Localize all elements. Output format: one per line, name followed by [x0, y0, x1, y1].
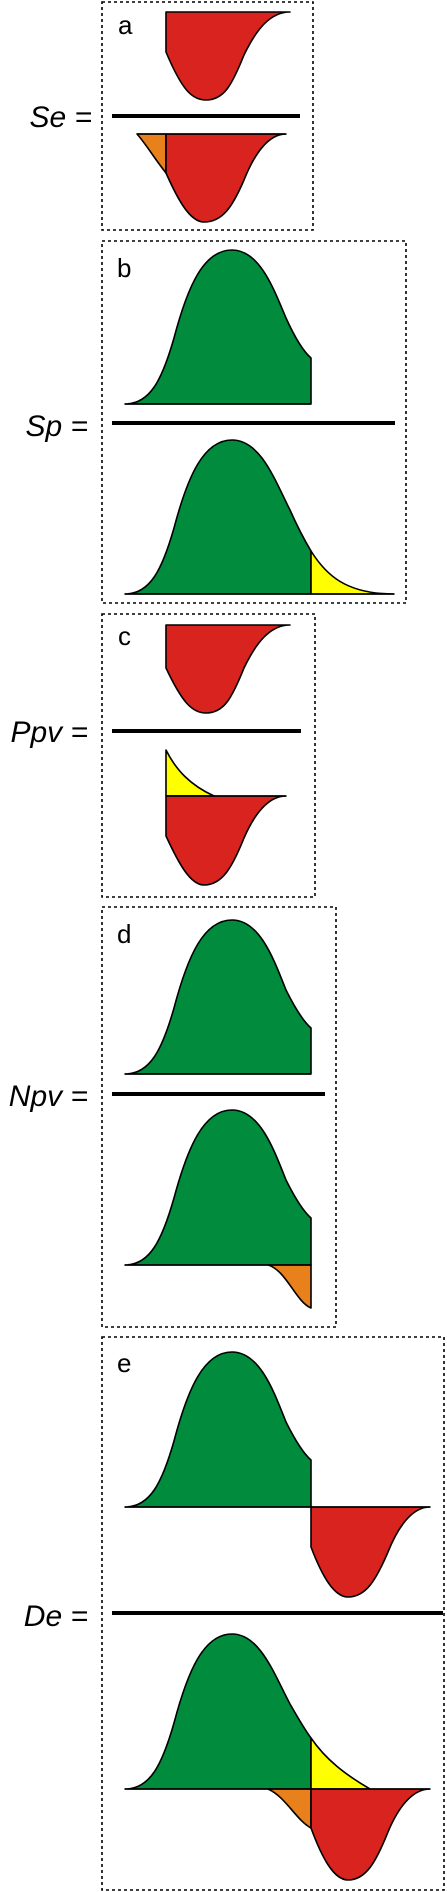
panel-a: a Se =	[29, 1, 314, 231]
panel-a-numerator-true-positive-region	[165, 11, 291, 101]
panel-b-equation-label: Sp =	[25, 410, 88, 443]
panel-e-denominator-true-negative-region	[124, 1633, 312, 1790]
panel-e-letter: e	[117, 1348, 131, 1378]
panel-c-frame	[101, 613, 316, 898]
panel-c: c Ppv =	[10, 613, 316, 898]
panel-a-equation-label: Se =	[29, 101, 92, 134]
panel-d-numerator-true-negative-region	[124, 919, 312, 1075]
panel-c-denominator-true-positive-region	[165, 795, 287, 886]
panel-c-denominator-false-positive-region	[165, 749, 215, 797]
panel-b-numerator-true-negative-region	[124, 249, 312, 405]
panel-c-letter: c	[118, 621, 131, 651]
panel-a-frame	[101, 1, 314, 231]
panel-b-denominator-true-negative-region	[124, 439, 312, 595]
panel-b-denominator-false-positive-region	[310, 550, 395, 595]
panel-a-letter: a	[118, 10, 133, 40]
panel-e-denominator-false-negative-region	[267, 1788, 312, 1829]
panel-b-frame	[101, 240, 407, 604]
panel-e: e De =	[24, 1336, 445, 1891]
panel-d: d Npv =	[9, 906, 337, 1328]
panel-b-letter: b	[117, 253, 131, 283]
panel-b: b Sp =	[25, 240, 407, 604]
panel-a-denominator-true-positive-region	[165, 133, 287, 223]
panel-e-numerator-true-positive-region	[310, 1506, 431, 1598]
panel-d-denominator-true-negative-region	[124, 1109, 312, 1266]
panel-d-denominator-false-negative-region	[267, 1264, 312, 1309]
panel-e-numerator-true-negative-region	[124, 1351, 312, 1508]
panel-a-denominator-false-negative-region	[136, 133, 167, 174]
panel-e-frame	[101, 1336, 445, 1891]
panel-c-numerator-true-positive-region	[165, 624, 291, 714]
panel-c-equation-label: Ppv =	[10, 716, 88, 749]
panel-e-equation-label: De =	[24, 1600, 88, 1633]
panel-e-denominator-true-positive-region	[310, 1788, 431, 1881]
panel-e-denominator-false-positive-region	[310, 1737, 371, 1790]
panel-d-equation-label: Npv =	[9, 1080, 88, 1113]
panel-d-frame	[101, 906, 337, 1328]
panel-d-letter: d	[117, 919, 131, 949]
